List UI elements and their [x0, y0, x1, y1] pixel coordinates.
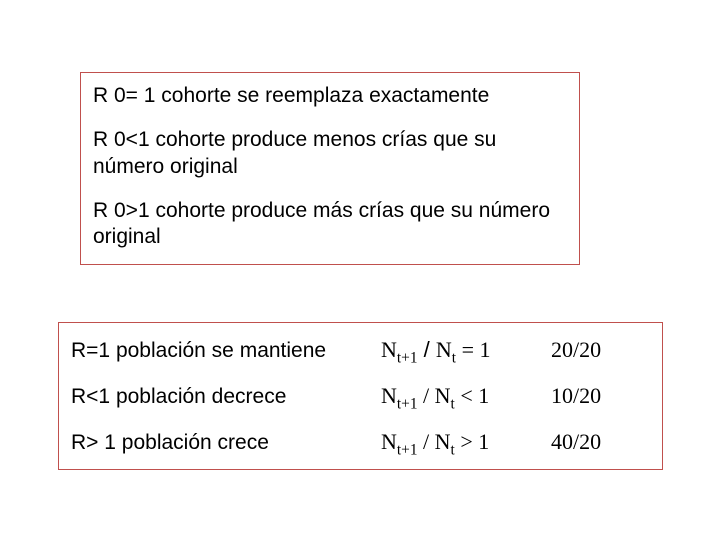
eq-part: N [381, 337, 397, 362]
eq-sub: t+1 [397, 349, 418, 366]
eq-part: N [436, 337, 452, 362]
row-equation: Nt+1 / Nt > 1 [381, 429, 551, 455]
table-row: R=1 población se mantiene Nt+1 / Nt = 1 … [59, 327, 662, 373]
row-description: R=1 población se mantiene [71, 339, 381, 363]
eq-sub: t+1 [397, 441, 418, 458]
eq-part: / N [418, 429, 451, 454]
eq-rel: < 1 [455, 383, 489, 408]
table-row: R> 1 población crece Nt+1 / Nt > 1 40/20 [59, 419, 662, 465]
eq-part: N [381, 383, 397, 408]
cohort-def-line: R 0<1 cohorte produce menos crías que su… [93, 127, 567, 180]
row-example: 10/20 [551, 383, 651, 409]
eq-part: / N [418, 383, 451, 408]
row-example: 40/20 [551, 429, 651, 455]
cohort-def-line: R 0>1 cohorte produce más crías que su n… [93, 198, 567, 251]
eq-rel: = 1 [456, 337, 490, 362]
eq-sub: t+1 [397, 395, 418, 412]
row-example: 20/20 [551, 337, 651, 363]
cohort-def-line: R 0= 1 cohorte se reemplaza exactamente [93, 83, 567, 109]
row-equation: Nt+1 / Nt < 1 [381, 383, 551, 409]
row-equation: Nt+1 / Nt = 1 [381, 337, 551, 363]
eq-slash: / [418, 337, 436, 362]
eq-part: N [381, 429, 397, 454]
table-row: R<1 población decrece Nt+1 / Nt < 1 10/2… [59, 373, 662, 419]
cohort-definitions-box: R 0= 1 cohorte se reemplaza exactamente … [80, 72, 580, 265]
row-description: R> 1 población crece [71, 431, 381, 455]
eq-rel: > 1 [455, 429, 489, 454]
population-table-box: R=1 población se mantiene Nt+1 / Nt = 1 … [58, 322, 663, 470]
row-description: R<1 población decrece [71, 385, 381, 409]
